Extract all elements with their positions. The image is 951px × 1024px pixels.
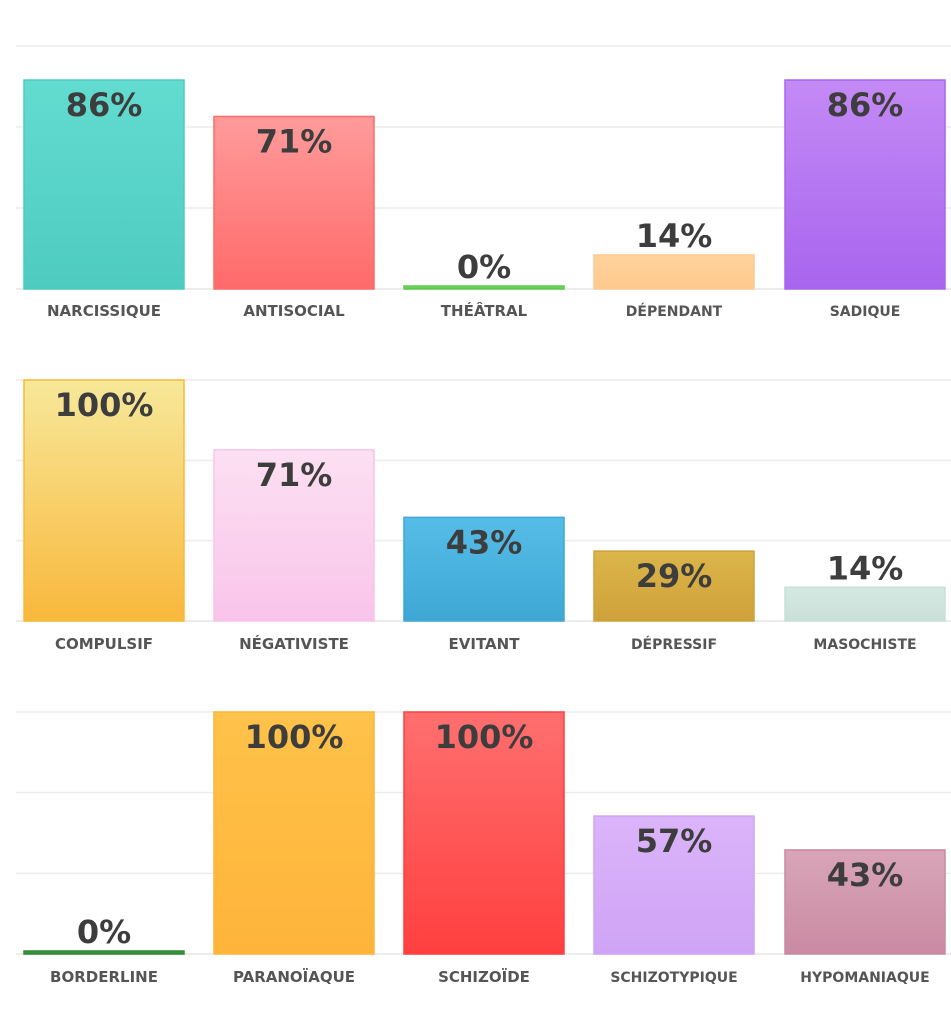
value-label: 14% bbox=[636, 217, 713, 255]
value-label: 100% bbox=[245, 718, 344, 756]
category-label: NÉGATIVISTE bbox=[239, 634, 349, 653]
category-label: DÉPENDANT bbox=[626, 303, 723, 320]
category-label: DÉPRESSIF bbox=[631, 636, 717, 653]
bar-compulsif bbox=[23, 379, 185, 622]
bar-dépendant bbox=[593, 254, 755, 290]
value-label: 14% bbox=[827, 549, 904, 587]
bar-schizotypique bbox=[593, 815, 755, 955]
category-label: ANTISOCIAL bbox=[243, 302, 345, 320]
bar-négativiste bbox=[213, 449, 375, 622]
category-label: EVITANT bbox=[449, 635, 521, 653]
category-label: BORDERLINE bbox=[50, 968, 158, 986]
bar-hypomaniaque bbox=[784, 849, 946, 955]
chart-2: 100% COMPULSIF 71% NÉGATIVISTE 43% EVITANT 29%… bbox=[16, 379, 951, 653]
value-label: 100% bbox=[435, 718, 534, 756]
value-label: 71% bbox=[256, 456, 333, 494]
category-label: PARANOÏAQUE bbox=[233, 967, 355, 986]
value-label: 29% bbox=[636, 557, 713, 595]
category-label: NARCISSIQUE bbox=[47, 302, 161, 320]
value-label: 0% bbox=[457, 248, 511, 286]
value-label: 86% bbox=[827, 86, 904, 124]
category-label: SADIQUE bbox=[830, 304, 901, 320]
chart-3: 0% BORDERLINE 100% PARANOÏAQUE 100% SCHIZOÏDE… bbox=[16, 711, 951, 986]
category-label: COMPULSIF bbox=[55, 635, 153, 653]
bar-théâtral bbox=[403, 285, 565, 290]
bar-sadique bbox=[784, 79, 946, 290]
value-label: 43% bbox=[446, 523, 523, 561]
bar-dépressif bbox=[593, 550, 755, 622]
bar-borderline bbox=[23, 950, 185, 955]
bar-schizoïde bbox=[403, 711, 565, 955]
value-label: 86% bbox=[66, 86, 143, 124]
category-label: THÉÂTRAL bbox=[441, 301, 528, 320]
chart-1: 86% NARCISSIQUE 71% ANTISOCIAL 0% THÉÂTRAL 14%… bbox=[16, 45, 951, 320]
value-label: 0% bbox=[77, 913, 131, 951]
category-label: SCHIZOTYPIQUE bbox=[610, 970, 737, 986]
category-label: MASOCHISTE bbox=[813, 637, 916, 653]
bar-antisocial bbox=[213, 115, 375, 290]
value-label: 71% bbox=[256, 122, 333, 160]
value-label: 100% bbox=[55, 386, 154, 424]
value-label: 43% bbox=[827, 856, 904, 894]
category-label: SCHIZOÏDE bbox=[438, 967, 530, 986]
value-label: 57% bbox=[636, 822, 713, 860]
category-label: HYPOMANIAQUE bbox=[800, 970, 929, 986]
bar-masochiste bbox=[784, 586, 946, 622]
bar-evitant bbox=[403, 516, 565, 622]
bar-narcissique bbox=[23, 79, 185, 290]
bar-paranoïaque bbox=[213, 711, 375, 955]
